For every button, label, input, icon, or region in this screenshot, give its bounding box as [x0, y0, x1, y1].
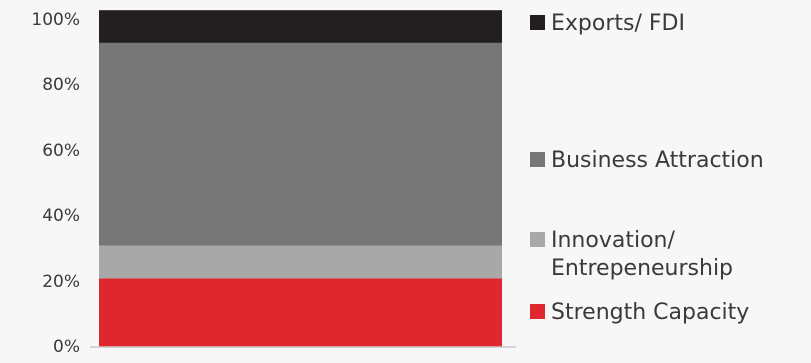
- bar-segment-business-attraction: [99, 42, 502, 246]
- legend-swatch: [530, 152, 545, 167]
- y-tick-label: 80%: [42, 75, 80, 96]
- legend: Exports/ FDI Business Attraction Innovat…: [530, 0, 811, 359]
- y-tick-label: 100%: [31, 10, 80, 30]
- legend-label: Strength Capacity: [551, 300, 750, 325]
- legend-item-exports-fdi: Exports/ FDI: [530, 10, 801, 38]
- y-tick-label: 60%: [42, 140, 80, 161]
- bar-stack: [99, 10, 502, 347]
- legend-item-business-attraction: Business Attraction: [530, 147, 801, 175]
- y-tick-label: 0%: [53, 337, 80, 357]
- legend-label: Innovation/ Entrepeneurship: [551, 228, 734, 281]
- legend-swatch: [530, 304, 545, 319]
- legend-label: Business Attraction: [551, 148, 764, 173]
- legend-swatch: [530, 15, 545, 30]
- y-tick-label: 20%: [42, 271, 80, 292]
- legend-label: Exports/ FDI: [551, 11, 685, 36]
- legend-item-innovation-entrepreneurship: Innovation/ Entrepeneurship: [530, 227, 801, 283]
- legend-swatch: [530, 232, 545, 247]
- bar-segment-innovation-entrepeneurship: [99, 245, 502, 279]
- bar-segment-exports-fdi: [99, 10, 502, 43]
- y-tick-label: 40%: [42, 206, 80, 227]
- legend-item-strength-capacity: Strength Capacity: [530, 299, 801, 327]
- bar-segment-strength-capacity: [99, 278, 502, 347]
